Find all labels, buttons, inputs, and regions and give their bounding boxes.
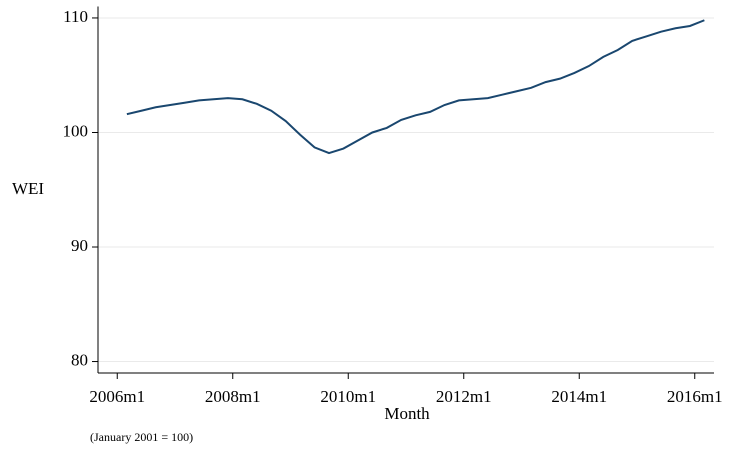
x-axis-label: Month [384,404,430,423]
y-tick-label: 80 [71,350,88,369]
y-tick-label: 110 [63,7,88,26]
x-tick-label: 2008m1 [205,387,261,406]
x-tick-label: 2016m1 [667,387,723,406]
y-tick-label: 100 [63,121,89,140]
y-axis-label: WEI [12,179,44,198]
note: (January 2001 = 100) [90,430,193,444]
data-line [126,19,705,155]
x-tick-label: 2012m1 [436,387,492,406]
x-tick-label: 2006m1 [89,387,145,406]
y-tick-label: 90 [71,236,88,255]
x-tick-label: 2014m1 [551,387,607,406]
x-tick-label: 2010m1 [320,387,376,406]
